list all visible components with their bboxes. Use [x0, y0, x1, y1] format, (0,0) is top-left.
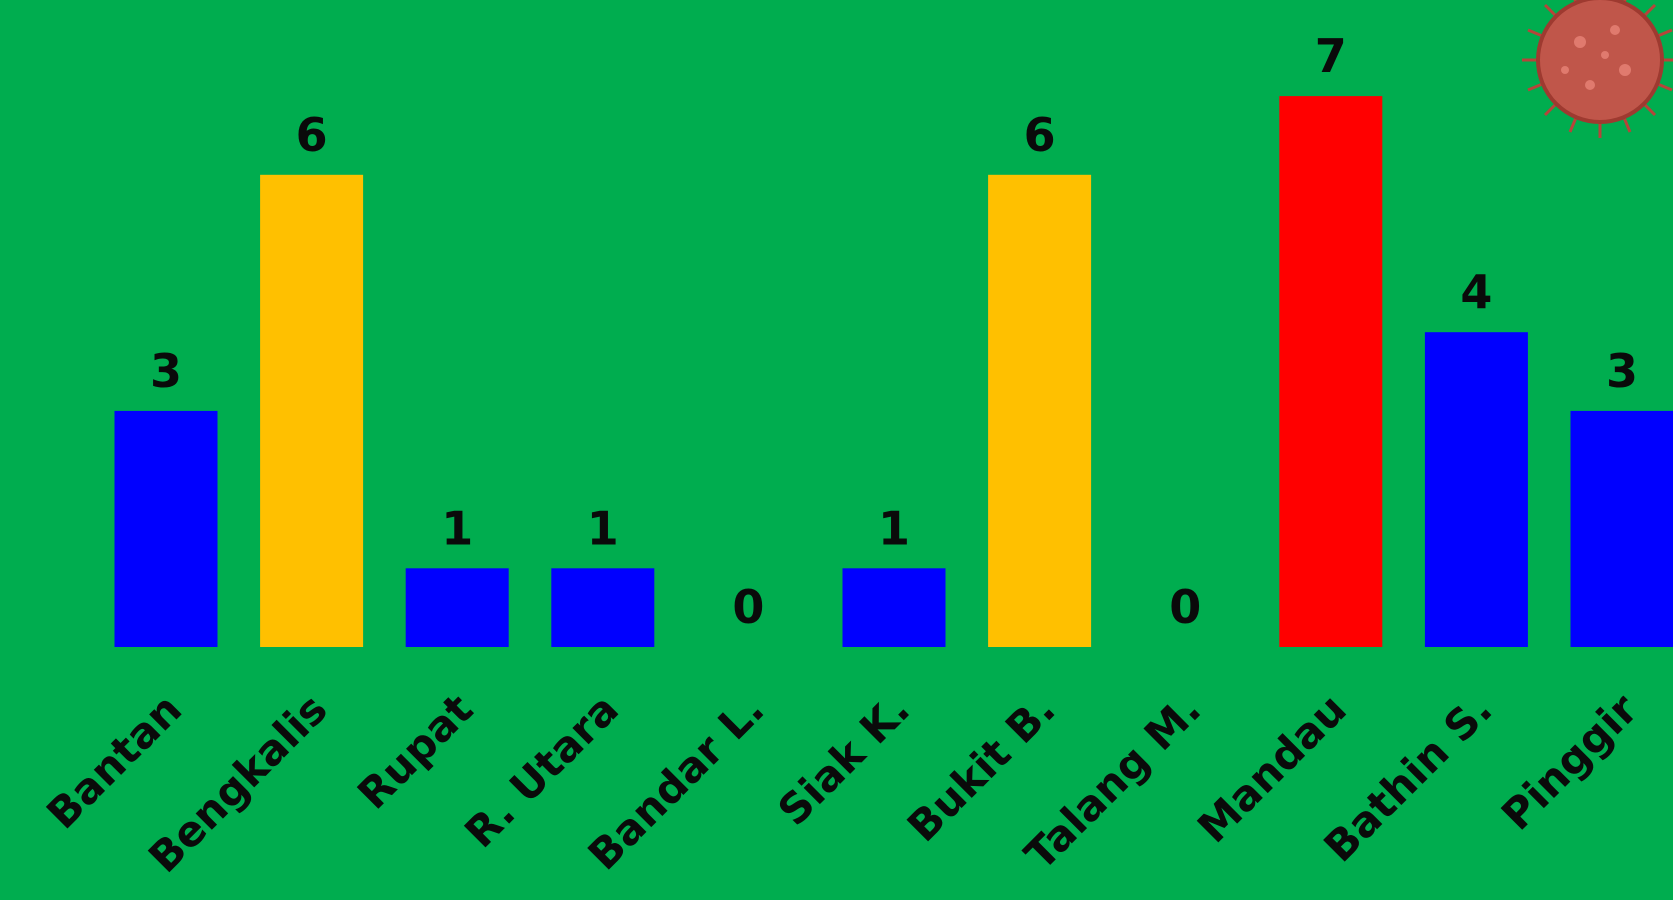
value-label: 0: [1169, 580, 1201, 634]
value-label: 1: [878, 501, 910, 555]
bar: [405, 568, 509, 647]
value-label: 0: [732, 580, 764, 634]
bar: [260, 174, 364, 648]
value-label: 1: [587, 501, 619, 555]
bar: [1570, 410, 1673, 647]
value-label: 3: [1606, 344, 1638, 398]
virus-icon: [1522, 0, 1673, 138]
bar: [988, 174, 1092, 648]
bar: [1279, 96, 1383, 648]
value-label: 7: [1315, 29, 1347, 83]
value-label: 6: [296, 108, 328, 162]
value-label: 3: [150, 344, 182, 398]
value-label: 4: [1460, 265, 1492, 319]
value-label: 6: [1024, 108, 1056, 162]
bar: [551, 568, 655, 647]
bar: [1424, 332, 1528, 647]
bar: [114, 410, 218, 647]
bar: [842, 568, 946, 647]
value-label: 1: [441, 501, 473, 555]
